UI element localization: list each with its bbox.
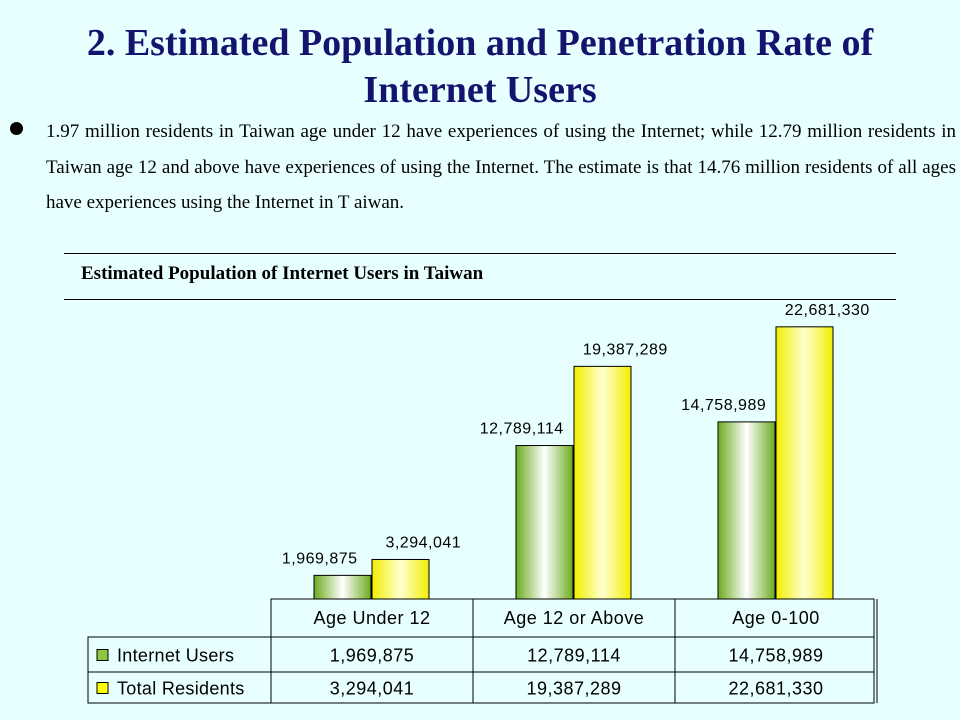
category-label: Age 12 or Above bbox=[504, 608, 645, 628]
slide-title: 2. Estimated Population and Penetration … bbox=[0, 20, 960, 114]
slide-title-line-2: Internet Users bbox=[363, 69, 597, 111]
bar-value-label: 19,387,289 bbox=[583, 341, 668, 358]
chart-heading-bottom-rule bbox=[64, 299, 896, 300]
table-cell-value: 3,294,041 bbox=[330, 679, 415, 699]
bullet-icon bbox=[10, 122, 23, 135]
legend-swatch-internet-users bbox=[96, 649, 109, 661]
category-label: Age 0-100 bbox=[732, 608, 820, 628]
table-cell-value: 12,789,114 bbox=[527, 646, 621, 666]
bar-internet-users bbox=[515, 445, 574, 600]
bar-value-label: 3,294,041 bbox=[385, 534, 461, 551]
bullet-paragraph: 1.97 million residents in Taiwan age und… bbox=[46, 121, 956, 213]
legend-label: Total Residents bbox=[117, 679, 245, 699]
bar-total-residents bbox=[573, 365, 632, 600]
chart-heading: Estimated Population of Internet Users i… bbox=[81, 263, 484, 284]
bar-value-label: 22,681,330 bbox=[785, 302, 870, 319]
table-cell-value: 19,387,289 bbox=[526, 679, 621, 699]
bar-internet-users bbox=[717, 421, 776, 600]
table-cell-value: 14,758,989 bbox=[728, 646, 823, 666]
legend-label: Internet Users bbox=[117, 646, 234, 666]
bar-total-residents bbox=[371, 558, 430, 600]
legend-swatch-total-residents bbox=[96, 682, 109, 694]
bar-value-label: 12,789,114 bbox=[480, 421, 564, 438]
table-cell-value: 1,969,875 bbox=[330, 646, 415, 666]
bar-value-label: 1,969,875 bbox=[282, 550, 358, 567]
slide-title-line-1: 2. Estimated Population and Penetration … bbox=[86, 22, 874, 64]
chart-heading-top-rule bbox=[64, 253, 896, 254]
bar-internet-users bbox=[313, 574, 372, 600]
table-body-frame bbox=[87, 636, 875, 704]
bar-total-residents bbox=[775, 326, 834, 600]
table-cell-value: 22,681,330 bbox=[728, 679, 823, 699]
category-label: Age Under 12 bbox=[313, 608, 430, 628]
bar-value-label: 14,758,989 bbox=[681, 397, 766, 414]
